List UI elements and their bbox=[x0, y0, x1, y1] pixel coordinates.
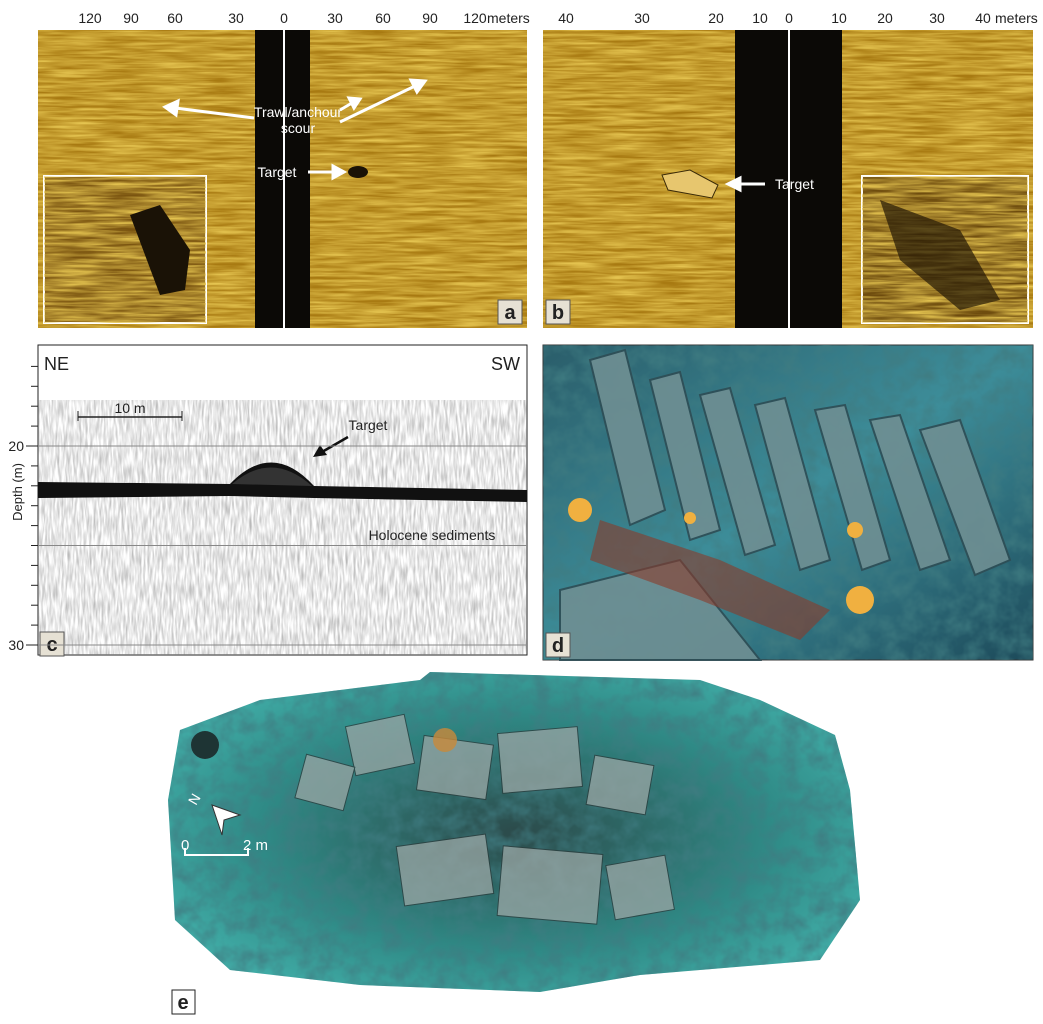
scale-tick-label: 30 bbox=[929, 10, 945, 26]
scale-tick-label: 10 bbox=[752, 10, 768, 26]
y-tick-label: 20 bbox=[8, 438, 24, 454]
scale-tick-label: 30 bbox=[634, 10, 650, 26]
panel-c: 10 m NE SW Target Holocene sediments Dep… bbox=[8, 345, 527, 656]
scale-tick-label: 90 bbox=[123, 10, 139, 26]
direction: NE bbox=[44, 354, 69, 374]
scale-label: 0 bbox=[181, 837, 189, 854]
scale-tick-label: 90 bbox=[422, 10, 438, 26]
panel-d: d bbox=[543, 345, 1033, 660]
scale-label: 10 m bbox=[114, 400, 145, 416]
y-axis-label: Depth (m) bbox=[10, 463, 25, 521]
scale-tick-label: 40 bbox=[975, 10, 991, 26]
target-mark bbox=[348, 166, 368, 178]
scale-tick-label: 30 bbox=[228, 10, 244, 26]
panel-b: Target b bbox=[543, 30, 1033, 328]
annotation: Target bbox=[258, 164, 297, 180]
y-tick-label: 30 bbox=[8, 637, 24, 653]
scale-tick-label: 20 bbox=[877, 10, 893, 26]
scale-unit: meters bbox=[487, 10, 530, 26]
annotation: Target bbox=[775, 176, 814, 192]
panel-label: d bbox=[552, 635, 564, 657]
scale-tick-label: 120 bbox=[463, 10, 487, 26]
direction: SW bbox=[491, 354, 520, 374]
scale-tick-label: 30 bbox=[327, 10, 343, 26]
scale-label: 2 m bbox=[243, 837, 268, 854]
scale-unit: meters bbox=[995, 10, 1038, 26]
scale-tick-label: 20 bbox=[708, 10, 724, 26]
scale-tick-label: 40 bbox=[558, 10, 574, 26]
annotation: Target bbox=[349, 417, 388, 433]
figure: Trawl/anchour scour Target a Target b 10… bbox=[0, 0, 1043, 1019]
scale-tick-label: 60 bbox=[375, 10, 391, 26]
panel-label: e bbox=[177, 992, 188, 1014]
scale-tick-label: 10 bbox=[831, 10, 847, 26]
panel-a: Trawl/anchour scour Target a bbox=[38, 30, 527, 328]
scale-tick-label: 0 bbox=[785, 10, 793, 26]
mosaic bbox=[160, 665, 870, 1000]
scale-tick-label: 120 bbox=[78, 10, 102, 26]
scale-tick-label: 60 bbox=[167, 10, 183, 26]
panel-label: b bbox=[552, 302, 564, 324]
page: {"panel_a": {"label": "a", "scale_ticks"… bbox=[0, 0, 1043, 1024]
panel-label: a bbox=[504, 302, 516, 324]
annotation: Trawl/anchour bbox=[254, 104, 343, 120]
panel-e: N 0 2 m e bbox=[160, 665, 870, 1014]
annotation: scour bbox=[281, 120, 316, 136]
annotation: Holocene sediments bbox=[369, 527, 496, 543]
scale-tick-label: 0 bbox=[280, 10, 288, 26]
